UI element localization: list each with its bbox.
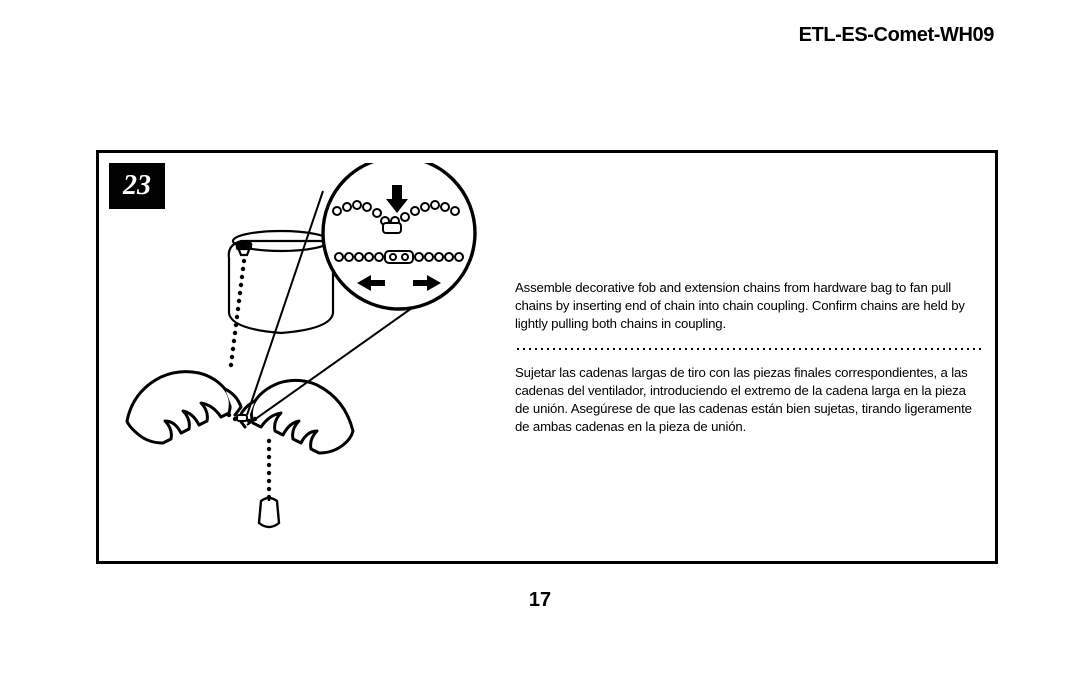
step-number: 23 [123, 170, 151, 202]
step-number-badge: 23 [109, 163, 165, 209]
step-illustration [109, 163, 489, 557]
page-number: 17 [529, 589, 551, 612]
manual-page: ETL-ES-Comet-WH09 [0, 0, 1080, 698]
instruction-spanish: Sujetar las cadenas largas de tiro con l… [515, 364, 981, 435]
language-divider [515, 344, 981, 350]
instruction-english: Assemble decorative fob and extension ch… [515, 279, 981, 332]
instruction-text-block: Assemble decorative fob and extension ch… [515, 279, 981, 436]
instruction-panel: 23 Assemble decorative fob and extension… [96, 150, 998, 564]
illustration-svg [109, 163, 489, 557]
model-code: ETL-ES-Comet-WH09 [799, 24, 994, 47]
